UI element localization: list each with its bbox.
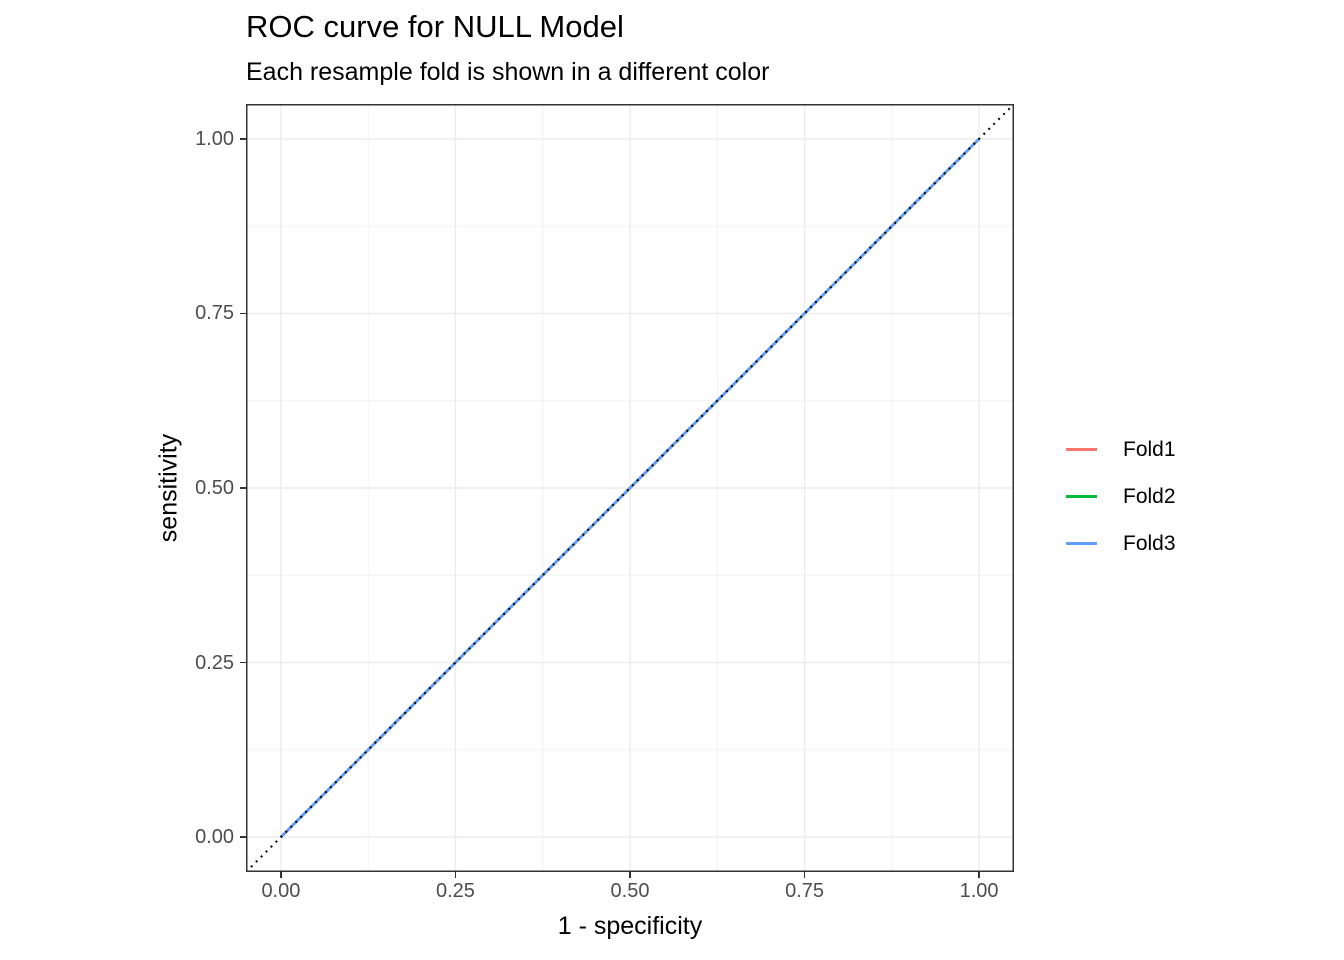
x-axis-tick-mark: [629, 872, 631, 878]
chart-subtitle: Each resample fold is shown in a differe…: [246, 58, 770, 86]
legend-entry-fold1: Fold1: [1066, 426, 1176, 473]
x-axis-tick-label: 1.00: [959, 880, 999, 902]
x-axis-tick-mark: [280, 872, 282, 878]
y-axis-tick-mark: [240, 661, 246, 664]
panel-border: [246, 104, 1014, 872]
x-axis-tick-label: 0.50: [610, 880, 650, 902]
y-axis-tick-mark: [240, 487, 246, 489]
x-axis-title: 1 - specificity: [557, 912, 703, 940]
x-axis-tick-label: 0.00: [261, 880, 301, 902]
y-axis-tick-label: 1.00: [195, 127, 234, 150]
y-axis-tick-mark: [240, 138, 246, 140]
y-axis-tick-mark: [240, 312, 246, 315]
y-axis-tick-label: 0.00: [195, 826, 234, 849]
x-axis-tick-label: 0.25: [435, 880, 475, 902]
x-axis-tick-mark: [803, 872, 806, 878]
plot-panel: [246, 104, 1014, 872]
y-axis-tick-label: 0.50: [195, 477, 234, 499]
legend-key-line: [1066, 542, 1097, 545]
y-axis-tick-label: 0.75: [195, 302, 234, 325]
legend-entry-fold2: Fold2: [1066, 473, 1176, 520]
legend-key-line: [1066, 495, 1097, 498]
y-axis-title: sensitivity: [154, 433, 183, 543]
roc-line-fold3: [279, 137, 981, 839]
x-axis-tick-mark: [978, 872, 980, 878]
legend-label: Fold3: [1123, 531, 1176, 555]
y-axis-tick-label: 0.25: [195, 651, 234, 674]
chart-title: ROC curve for NULL Model: [246, 9, 624, 44]
x-axis-tick-label: 0.75: [785, 880, 824, 902]
legend-label: Fold2: [1123, 484, 1176, 508]
x-axis-tick-mark: [454, 872, 457, 878]
legend-entry-fold3: Fold3: [1066, 520, 1176, 567]
legend-key-line: [1066, 448, 1097, 451]
legend: Fold1 Fold2 Fold3: [1066, 426, 1176, 567]
y-axis-tick-mark: [240, 836, 246, 838]
legend-label: Fold1: [1123, 437, 1176, 461]
